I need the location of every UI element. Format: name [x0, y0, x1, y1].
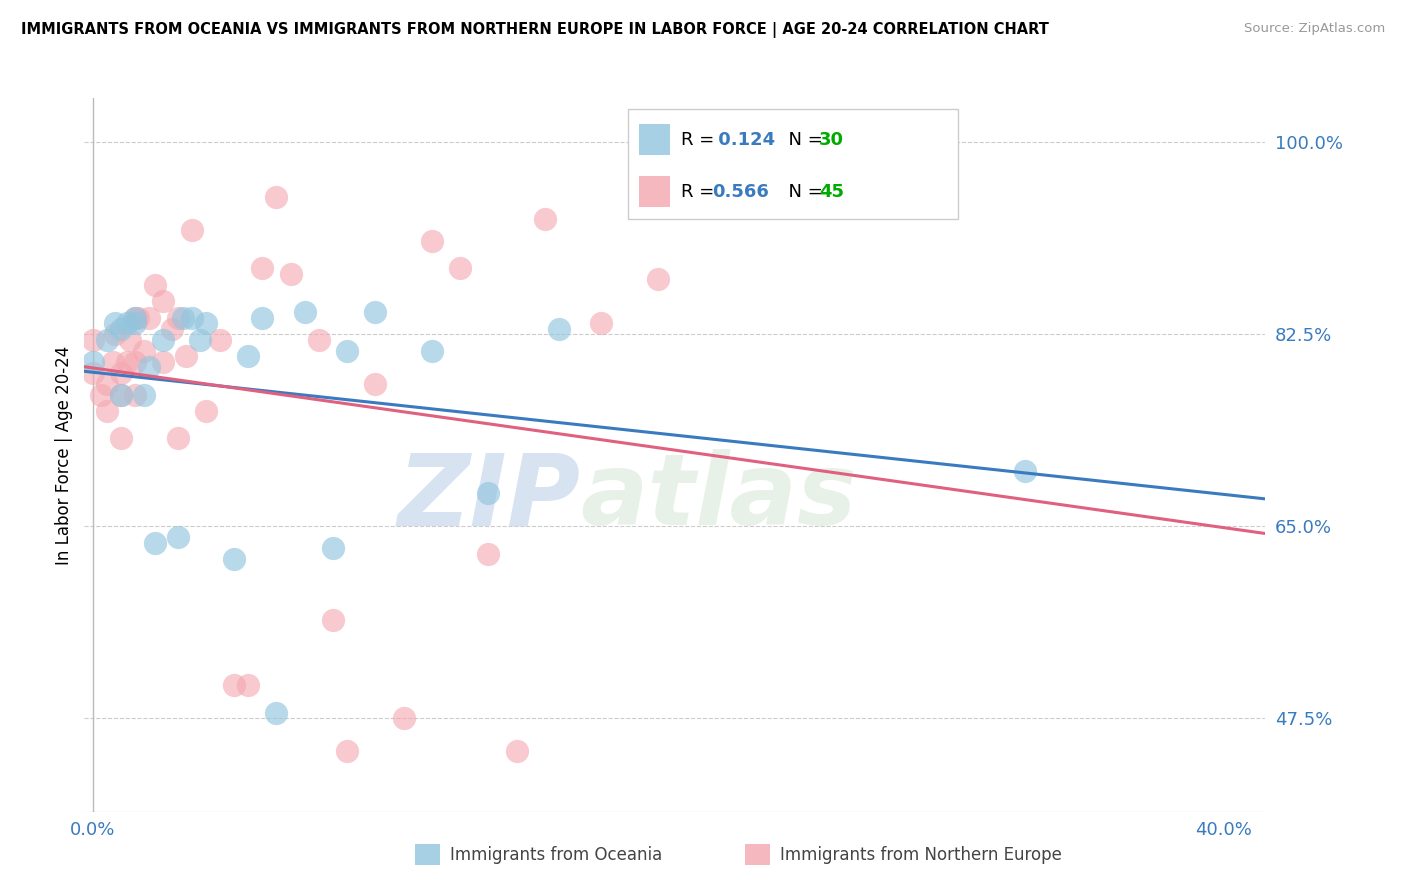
Point — [194, 404, 217, 418]
Point — [322, 613, 344, 627]
Point — [104, 316, 127, 330]
Point — [110, 387, 132, 401]
Point — [336, 343, 359, 358]
Point — [110, 432, 132, 446]
Text: 0.124: 0.124 — [711, 131, 775, 149]
Point — [266, 706, 288, 720]
Point — [224, 552, 246, 566]
Point — [166, 310, 188, 325]
Point — [364, 305, 387, 319]
Point — [110, 387, 132, 401]
Point — [166, 432, 188, 446]
Text: Immigrants from Northern Europe: Immigrants from Northern Europe — [780, 846, 1062, 863]
Point — [224, 678, 246, 692]
Point — [238, 349, 260, 363]
Point — [392, 711, 415, 725]
Point — [152, 294, 174, 309]
Point — [591, 316, 613, 330]
Point — [138, 360, 160, 375]
Point — [110, 321, 132, 335]
Text: 0.566: 0.566 — [711, 183, 769, 201]
Point — [534, 211, 557, 226]
Point — [115, 316, 138, 330]
Point — [420, 234, 443, 248]
Point — [143, 277, 166, 292]
Point — [82, 354, 104, 368]
Text: N =: N = — [776, 131, 828, 149]
Text: IMMIGRANTS FROM OCEANIA VS IMMIGRANTS FROM NORTHERN EUROPE IN LABOR FORCE | AGE : IMMIGRANTS FROM OCEANIA VS IMMIGRANTS FR… — [21, 22, 1049, 38]
Point — [1014, 464, 1036, 478]
Point — [96, 404, 118, 418]
Point — [101, 354, 124, 368]
Point — [449, 261, 471, 276]
Point — [194, 316, 217, 330]
Point — [294, 305, 316, 319]
Point — [420, 343, 443, 358]
Point — [364, 376, 387, 391]
Point — [174, 349, 197, 363]
Point — [152, 333, 174, 347]
Point — [180, 223, 202, 237]
Point — [124, 310, 146, 325]
Text: N =: N = — [776, 183, 828, 201]
Point — [180, 310, 202, 325]
Point — [118, 333, 141, 347]
Point — [238, 678, 260, 692]
Point — [172, 310, 194, 325]
Point — [90, 387, 112, 401]
Point — [322, 541, 344, 556]
Point — [124, 387, 146, 401]
Point — [138, 310, 160, 325]
Point — [505, 744, 527, 758]
Point — [548, 321, 571, 335]
Point — [152, 354, 174, 368]
Point — [132, 387, 155, 401]
Point — [96, 333, 118, 347]
Text: Source: ZipAtlas.com: Source: ZipAtlas.com — [1244, 22, 1385, 36]
Point — [208, 333, 231, 347]
Point — [252, 261, 274, 276]
Text: atlas: atlas — [581, 450, 856, 546]
Point — [82, 366, 104, 380]
Text: 30: 30 — [818, 131, 844, 149]
Point — [266, 190, 288, 204]
Point — [188, 333, 211, 347]
Point — [647, 272, 669, 286]
Point — [110, 366, 132, 380]
Point — [124, 310, 146, 325]
Point — [132, 343, 155, 358]
Text: R =: R = — [681, 183, 720, 201]
Point — [477, 486, 499, 500]
Point — [308, 333, 330, 347]
Point — [124, 316, 146, 330]
Point — [115, 354, 138, 368]
Point — [124, 354, 146, 368]
Point — [82, 333, 104, 347]
Point — [160, 321, 183, 335]
Point — [96, 376, 118, 391]
Text: Immigrants from Oceania: Immigrants from Oceania — [450, 846, 662, 863]
Text: R =: R = — [681, 131, 720, 149]
Point — [104, 327, 127, 342]
Point — [143, 535, 166, 549]
Point — [280, 267, 302, 281]
Point — [166, 530, 188, 544]
Text: 45: 45 — [818, 183, 844, 201]
Y-axis label: In Labor Force | Age 20-24: In Labor Force | Age 20-24 — [55, 345, 73, 565]
Point — [336, 744, 359, 758]
Point — [127, 310, 149, 325]
Point — [477, 547, 499, 561]
Text: ZIP: ZIP — [398, 450, 581, 546]
Point — [252, 310, 274, 325]
